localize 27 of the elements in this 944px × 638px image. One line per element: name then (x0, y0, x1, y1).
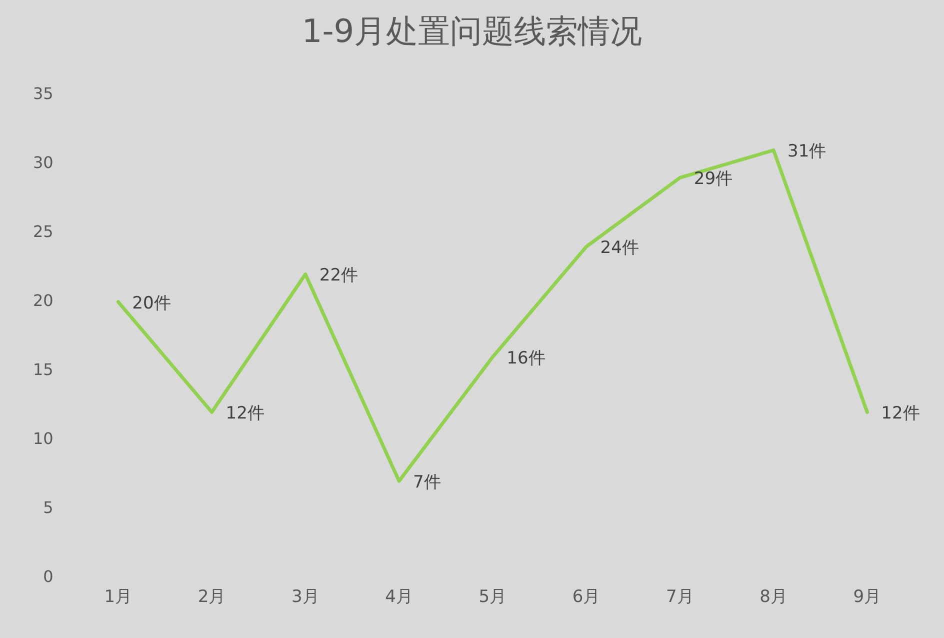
x-tick-label: 1月 (104, 587, 132, 608)
x-tick-label: 3月 (292, 587, 320, 608)
x-tick-label: 6月 (572, 587, 600, 608)
y-tick-label: 30 (33, 153, 54, 172)
x-tick-label: 2月 (198, 587, 226, 608)
data-label: 12件 (881, 404, 920, 424)
data-label: 12件 (226, 404, 264, 424)
x-tick-label: 7月 (666, 587, 694, 608)
y-tick-label: 10 (33, 428, 54, 448)
y-tick-label: 35 (33, 84, 54, 104)
chart-title: 1-9月处置问题线索情况 (300, 11, 644, 52)
x-tick-label: 9月 (853, 587, 882, 608)
data-label: 7件 (413, 472, 441, 492)
y-tick-label: 5 (43, 498, 54, 517)
y-tick-label: 15 (33, 360, 54, 379)
y-tick-label: 25 (33, 222, 54, 242)
data-label: 22件 (319, 266, 358, 286)
data-label: 20件 (132, 293, 171, 314)
x-tick-label: 5月 (478, 587, 507, 608)
x-tick-label: 8月 (760, 587, 788, 608)
data-label: 29件 (694, 169, 733, 190)
y-tick-label: 20 (33, 290, 54, 310)
y-tick-label: 0 (43, 566, 54, 586)
data-label: 16件 (506, 348, 546, 368)
data-label: 24件 (600, 238, 639, 258)
x-tick-label: 4月 (385, 587, 413, 608)
data-label: 31件 (788, 142, 826, 162)
